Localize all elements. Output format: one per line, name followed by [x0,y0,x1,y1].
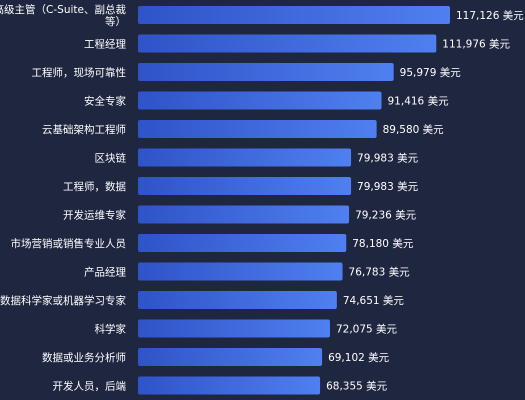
bar-3 [138,91,382,110]
bar-0 [138,6,450,24]
category-label-8: 市场营销或销售专业人员 [11,237,127,250]
category-label-7: 开发运维专家 [63,209,126,222]
value-label-11: 72,075 美元 [336,323,398,336]
value-label-0: 117,126 美元 [456,9,524,22]
bar-10 [138,291,337,309]
bar-11 [138,319,330,338]
bar-9 [138,262,343,281]
value-label-10: 74,651 美元 [343,294,405,307]
category-label-9: 产品经理 [84,266,126,279]
value-label-2: 95,979 美元 [400,66,462,79]
value-labels-layer: 117,126 美元 111,976 美元 95,979 美元 91,416 美元 89… [326,9,524,393]
bar-2 [138,63,394,81]
category-label-11: 科学家 [95,323,127,336]
value-label-12: 69,102 美元 [328,351,390,364]
value-label-5: 79,983 美元 [357,152,419,165]
value-label-8: 78,180 美元 [352,237,414,250]
value-label-1: 111,976 美元 [442,38,510,51]
category-label-1: 工程经理 [84,38,126,51]
bar-5 [138,148,352,167]
value-label-7: 79,236 美元 [355,209,417,222]
bar-4 [138,120,377,138]
category-label-2: 工程师，现场可靠性 [32,66,127,79]
bars-layer [138,6,450,395]
category-label-4: 云基础架构工程师 [42,123,126,136]
category-label-5: 区块链 [95,152,127,165]
category-label-6: 工程师，数据 [63,180,126,193]
category-labels-layer: 高级主管（C-Suite、副总裁等） 工程经理工程师，现场可靠性安全专家云基础架构… [0,3,126,393]
category-label-12: 数据或业务分析师 [42,351,126,364]
value-label-4: 89,580 美元 [383,123,445,136]
category-label-0: 高级主管（C-Suite、副总裁等） [0,3,126,28]
category-label-3: 安全专家 [84,95,126,108]
bar-8 [138,234,347,252]
bar-7 [138,205,350,224]
bar-12 [138,348,323,366]
value-label-6: 79,983 美元 [357,180,419,193]
value-label-3: 91,416 美元 [388,95,450,108]
bar-6 [138,177,352,195]
category-label-13: 开发人员，后端 [53,380,127,393]
category-label-10: 数据科学家或机器学习专家 [0,294,126,307]
value-label-9: 76,783 美元 [349,266,411,279]
bar-1 [138,34,437,53]
value-label-13: 68,355 美元 [326,380,388,393]
bar-13 [138,376,321,395]
